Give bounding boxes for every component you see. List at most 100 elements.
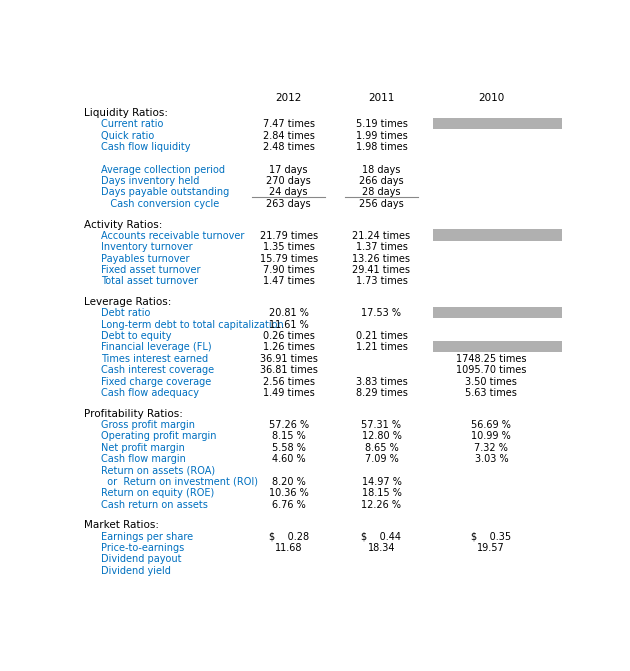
Text: 1.73 times: 1.73 times (355, 276, 408, 287)
Text: 1095.70 times: 1095.70 times (456, 365, 527, 375)
Text: 7.32 %: 7.32 % (474, 443, 508, 453)
Text: Liquidity Ratios:: Liquidity Ratios: (84, 108, 168, 118)
Text: 256 days: 256 days (359, 199, 404, 209)
Text: 28 days: 28 days (362, 187, 401, 197)
Text: 2.56 times: 2.56 times (263, 376, 315, 386)
Text: Times interest earned: Times interest earned (101, 354, 208, 364)
Text: $    0.44: $ 0.44 (362, 531, 401, 541)
Text: 1.49 times: 1.49 times (263, 388, 314, 398)
Text: 18 days: 18 days (362, 165, 401, 174)
Text: Payables turnover: Payables turnover (101, 254, 189, 264)
Text: 18.15 %: 18.15 % (362, 488, 401, 498)
Text: Quick ratio: Quick ratio (101, 131, 154, 141)
Text: Accounts receivable turnover: Accounts receivable turnover (101, 231, 244, 241)
Text: 2011: 2011 (369, 93, 394, 103)
Text: Activity Ratios:: Activity Ratios: (84, 219, 162, 229)
Bar (433, 229, 562, 240)
Text: 29.41 times: 29.41 times (352, 265, 411, 275)
Text: 56.69 %: 56.69 % (471, 420, 512, 430)
Text: 17 days: 17 days (270, 165, 308, 174)
Text: 36.91 times: 36.91 times (260, 354, 318, 364)
Text: Gross profit margin: Gross profit margin (101, 420, 195, 430)
Text: 11.68: 11.68 (275, 543, 302, 553)
Text: 57.31 %: 57.31 % (362, 420, 401, 430)
Text: Long-term debt to total capitalization: Long-term debt to total capitalization (101, 320, 284, 329)
Text: Price-to-earnings: Price-to-earnings (101, 543, 184, 553)
Text: 11.61 %: 11.61 % (269, 320, 309, 329)
Text: 57.26 %: 57.26 % (268, 420, 309, 430)
Text: 266 days: 266 days (359, 176, 404, 186)
Text: 1.99 times: 1.99 times (355, 131, 408, 141)
Text: 21.24 times: 21.24 times (352, 231, 411, 241)
Text: 21.79 times: 21.79 times (260, 231, 318, 241)
Text: 8.29 times: 8.29 times (355, 388, 408, 398)
Text: 24 days: 24 days (270, 187, 308, 197)
Text: Cash flow adequacy: Cash flow adequacy (101, 388, 198, 398)
Text: 18.34: 18.34 (368, 543, 395, 553)
Text: 19.57: 19.57 (478, 543, 505, 553)
Text: 17.53 %: 17.53 % (362, 309, 401, 318)
Text: 8.20 %: 8.20 % (272, 477, 306, 486)
Text: 14.97 %: 14.97 % (362, 477, 401, 486)
Text: 13.26 times: 13.26 times (352, 254, 411, 264)
Text: 5.19 times: 5.19 times (355, 119, 408, 130)
Text: Cash interest coverage: Cash interest coverage (101, 365, 214, 375)
Text: Dividend payout: Dividend payout (101, 554, 181, 564)
Text: 3.50 times: 3.50 times (466, 376, 517, 386)
Text: Current ratio: Current ratio (101, 119, 163, 130)
Text: Cash return on assets: Cash return on assets (101, 499, 208, 509)
Text: 5.63 times: 5.63 times (466, 388, 517, 398)
Text: Return on assets (ROA): Return on assets (ROA) (101, 466, 215, 476)
Text: Days payable outstanding: Days payable outstanding (101, 187, 229, 197)
Text: Net profit margin: Net profit margin (101, 443, 185, 453)
Text: Return on equity (ROE): Return on equity (ROE) (101, 488, 214, 498)
Text: 4.60 %: 4.60 % (272, 454, 306, 464)
Text: 1748.25 times: 1748.25 times (456, 354, 527, 364)
Text: 3.03 %: 3.03 % (474, 454, 508, 464)
Text: Market Ratios:: Market Ratios: (84, 520, 159, 530)
Text: 2010: 2010 (478, 93, 505, 103)
Text: Earnings per share: Earnings per share (101, 531, 193, 541)
Text: 12.80 %: 12.80 % (362, 431, 401, 442)
Text: 10.36 %: 10.36 % (269, 488, 309, 498)
Text: 2012: 2012 (275, 93, 302, 103)
Text: $    0.35: $ 0.35 (471, 531, 512, 541)
Text: 263 days: 263 days (266, 199, 311, 209)
Text: $    0.28: $ 0.28 (268, 531, 309, 541)
Text: or  Return on investment (ROI): or Return on investment (ROI) (101, 477, 258, 486)
Text: Dividend yield: Dividend yield (101, 566, 171, 576)
Text: 1.35 times: 1.35 times (263, 242, 314, 252)
Bar (433, 117, 562, 129)
Text: Debt ratio: Debt ratio (101, 309, 150, 318)
Text: 8.15 %: 8.15 % (272, 431, 306, 442)
Text: 2.84 times: 2.84 times (263, 131, 314, 141)
Text: Days inventory held: Days inventory held (101, 176, 199, 186)
Text: 5.58 %: 5.58 % (272, 443, 306, 453)
Text: Financial leverage (FL): Financial leverage (FL) (101, 342, 211, 352)
Text: Debt to equity: Debt to equity (101, 331, 171, 341)
Text: Total asset turnover: Total asset turnover (101, 276, 198, 287)
Text: 1.98 times: 1.98 times (355, 142, 408, 152)
Text: 2.48 times: 2.48 times (263, 142, 314, 152)
Text: 1.37 times: 1.37 times (355, 242, 408, 252)
Text: Cash flow liquidity: Cash flow liquidity (101, 142, 190, 152)
Text: Leverage Ratios:: Leverage Ratios: (84, 297, 171, 307)
Text: 7.90 times: 7.90 times (263, 265, 314, 275)
Text: Average collection period: Average collection period (101, 165, 225, 174)
Text: 20.81 %: 20.81 % (269, 309, 309, 318)
Text: Fixed asset turnover: Fixed asset turnover (101, 265, 200, 275)
Text: 270 days: 270 days (266, 176, 311, 186)
Text: Cash flow margin: Cash flow margin (101, 454, 186, 464)
Text: 0.26 times: 0.26 times (263, 331, 314, 341)
Text: 1.26 times: 1.26 times (263, 342, 314, 352)
Text: 7.47 times: 7.47 times (263, 119, 315, 130)
Bar (433, 307, 562, 318)
Text: Cash conversion cycle: Cash conversion cycle (101, 199, 219, 209)
Text: 6.76 %: 6.76 % (272, 499, 306, 509)
Text: 3.83 times: 3.83 times (355, 376, 408, 386)
Text: 36.81 times: 36.81 times (260, 365, 318, 375)
Text: Fixed charge coverage: Fixed charge coverage (101, 376, 211, 386)
Text: 12.26 %: 12.26 % (362, 499, 401, 509)
Text: Inventory turnover: Inventory turnover (101, 242, 192, 252)
Text: Profitability Ratios:: Profitability Ratios: (84, 409, 183, 419)
